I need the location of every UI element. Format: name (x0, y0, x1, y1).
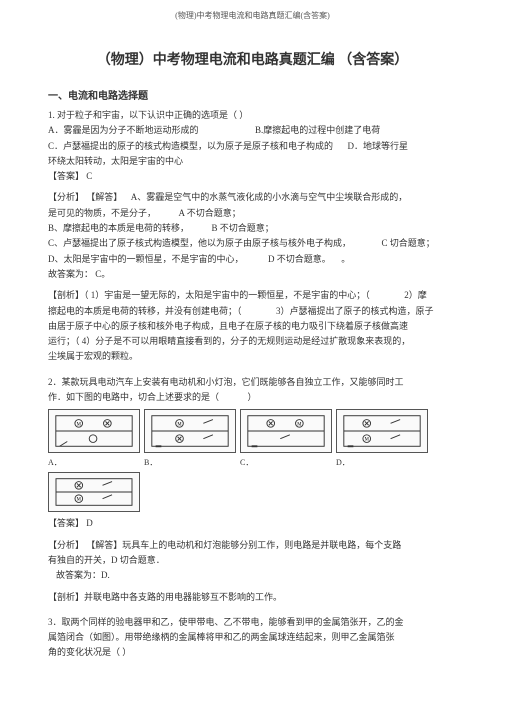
q2-px: 【剖析】并联电路中各支路的用电器能够互不影响的工作。 (48, 590, 457, 605)
q1-fxB2: B 不切合题意； (212, 223, 274, 233)
q2-fx1: 【分析】 【解答】玩具车上的电动机和灯泡能够分别工作，则电路是并联电路，每个支路 (48, 538, 457, 553)
circuit-diagram-a: M (48, 409, 140, 453)
q1-fx-lineA2: 是可见的物质，不是分子， A 不切合题意； (48, 206, 457, 221)
q2-fx2: 有独自的开关，D 切合题意． (48, 553, 457, 568)
q3-stem2: 属箔闭合（如图）。用带绝缘柄的金属棒将甲和乙的两金属球连结起来，则甲乙金属箔张 (48, 630, 457, 645)
circuit-diagram-c: M (240, 409, 332, 453)
q1-fxA2: 是可见的物质，不是分子， (48, 208, 156, 218)
q1-optD-cont: 环绕太阳转动，太阳是宇宙的中心 (48, 154, 457, 169)
q2-optB-label: B． (144, 458, 157, 467)
q2-optD-label: D． (336, 458, 350, 467)
q1-px2: 擦起电的本质是电荷的转移，并没有创建电荷；（ (48, 306, 242, 316)
q1-fx-lineC: C、卢瑟福提出了原子核式构造模型，他以为原子由原子核与核外电子构成， C 切合题… (48, 236, 457, 251)
svg-text:M: M (77, 423, 82, 428)
q1-optC: C．卢瑟福提出的原子的核式构造模型，以为原子是原子核和电子构成的 (48, 141, 333, 151)
q1-fxB: B、摩擦起电的本质是电荷的转移， (48, 223, 189, 233)
q1-px4: 运行；（ (48, 336, 80, 346)
q1-line-cd: C．卢瑟福提出的原子的核式构造模型，以为原子是原子核和电子构成的 D．地球等行星 (48, 139, 457, 154)
q1-answer: 【答案】 C (48, 169, 457, 184)
q1-px-line5: 尘埃属于宏观的颗粒。 (48, 349, 457, 364)
q1-px-line3: 由居于原子中心的原子核和核外电子构成，且电子在原子核的电力吸引下绕着原子核做高速 (48, 319, 457, 334)
q1-fxD: D、太阳是宇宙中的一颗恒星，不是宇宙的中心， (48, 254, 244, 264)
q2-options-row1: M M (48, 409, 457, 453)
q1-px1n: 2）摩 (404, 290, 427, 300)
q2-stem1: 2．某款玩具电动汽车上安装有电动机和小灯泡，它们既能够各自独立工作，又能够同时工 (48, 375, 457, 390)
q1-px4n: 4）分子是不可以用眼睛直接看到的，分子的无规则运动是经过扩散现象来表现的， (82, 336, 411, 346)
q1-px-line1: 【剖析】（ 1）宇宙是一望无际的，太阳是宇宙中的一颗恒星，不是宇宙的中心；（ 2… (48, 288, 457, 303)
q1-fx-lineA: 【分析】 【解答】 A、雾霾是空气中的水蒸气液化成的小水滴与空气中尘埃联合形成的… (48, 190, 457, 205)
q1-px-line2: 擦起电的本质是电荷的转移，并没有创建电荷；（ 3）卢瑟福提出了原子的核式构造，原… (48, 304, 457, 319)
q1-fxC2: C 切合题意； (382, 238, 435, 248)
circuit-diagram-a2: M (48, 472, 140, 512)
q1-optD: D．地球等行星 (348, 141, 409, 151)
running-header: (物理)中考物理电流和电路真题汇编(含答案) (48, 10, 457, 21)
q1-fxA: A、雾霾是空气中的水蒸气液化成的小水滴与空气中尘埃联合形成的， (131, 192, 408, 202)
q1-px3n: 3）卢瑟福提出了原子的核式构造，原子 (276, 306, 434, 316)
svg-text:M: M (297, 423, 302, 428)
q1-fx-lineB: B、摩擦起电的本质是电荷的转移， B 不切合题意； (48, 221, 457, 236)
circuit-diagram-d: M (336, 409, 428, 453)
q2-optA-label: A． (48, 458, 62, 467)
q2-stem2-paren: ） (248, 392, 257, 402)
q1-conclusion: 故答案为： C。 (48, 267, 457, 282)
svg-text:M: M (365, 438, 370, 443)
q1-fxA3: A 不切合题意； (179, 208, 241, 218)
q2-stem2-text: 作．如下图的电路中，切合上述要求的是（ (48, 392, 219, 402)
q2-concl: 故答案为：D. (48, 568, 457, 583)
q1-fx-lineD: D、太阳是宇宙中的一颗恒星，不是宇宙的中心， D 不切合题意。 。 (48, 252, 457, 267)
q2-optC-label: C． (240, 458, 253, 467)
q1-fx-lead: 【分析】 【解答】 (48, 192, 122, 202)
q1-optB: B.摩擦起电的过程中创建了电荷 (255, 125, 380, 135)
q1-px-lead: 【剖析】（ (48, 290, 89, 300)
q1-stem: 1. 对于粒子和宇宙，以下认识中正确的选项是（ ） (48, 108, 457, 123)
circuit-diagram-b: M (144, 409, 236, 453)
q1-px-line4: 运行；（ 4）分子是不可以用眼睛直接看到的，分子的无规则运动是经过扩散现象来表现… (48, 334, 457, 349)
q1-fxC: C、卢瑟福提出了原子核式构造模型，他以为原子由原子核与核外电子构成， (48, 238, 351, 248)
q2-answer: 【答案】 D (48, 516, 457, 531)
q3-stem3: 角的变化状况是（ ） (48, 645, 457, 660)
q1-fxD2: D 不切合题意。 (268, 254, 331, 264)
doc-title: （物理）中考物理电流和电路真题汇编 （含答案） (48, 49, 457, 69)
q1-line-ab: A．雾霾是因为分子不断地运动形成的 B.摩擦起电的过程中创建了电荷 (48, 123, 457, 138)
q1-optA: A．雾霾是因为分子不断地运动形成的 (48, 125, 199, 135)
q2-row2: M (48, 472, 457, 512)
q2-stem2: 作．如下图的电路中，切合上述要求的是（ ） (48, 390, 457, 405)
svg-text:M: M (177, 423, 182, 428)
q1-px1: 1）宇宙是一望无际的，太阳是宇宙中的一颗恒星，不是宇宙的中心；（ (91, 290, 370, 300)
q3-stem1: 3．取两个同样的验电器甲和乙，使甲带电、乙不带电，能够看到甲的金属箔张开，乙的金 (48, 615, 457, 630)
section-heading: 一、电流和电路选择题 (48, 87, 457, 102)
